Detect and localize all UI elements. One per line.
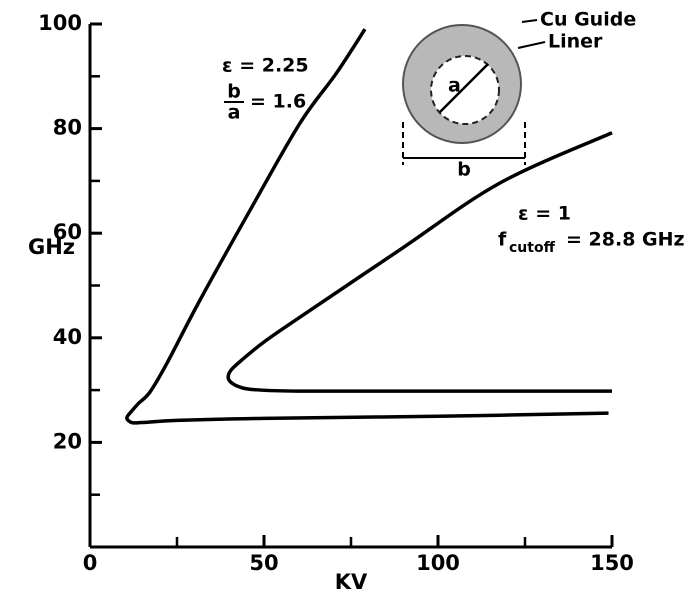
leader — [521, 19, 538, 23]
x-tick-label: 0 — [83, 551, 98, 575]
annotation: cutoff — [509, 240, 556, 256]
annotation: ε = 2.25 — [222, 55, 309, 77]
x-tick-label: 50 — [249, 551, 278, 575]
label: Cu Guide — [540, 9, 636, 31]
label: a — [448, 75, 461, 97]
annotation: f — [498, 229, 507, 251]
y-tick-label: 100 — [38, 11, 82, 35]
y-tick-label: 40 — [53, 325, 82, 349]
y-tick-label: 80 — [53, 116, 82, 140]
annotation: b — [227, 81, 241, 103]
x-tick-label: 100 — [416, 551, 460, 575]
label: b — [457, 159, 471, 181]
liner-bore — [430, 55, 500, 125]
x-tick-label: 150 — [590, 551, 634, 575]
label: Liner — [548, 31, 603, 53]
y-axis-label: GHz — [28, 235, 75, 259]
inset-diagram: Cu Guide Liner a b — [402, 9, 636, 181]
annotation: a — [228, 102, 241, 124]
y-tick-label: 60 — [53, 220, 82, 244]
leader — [517, 41, 546, 49]
radius-line — [439, 63, 489, 113]
annotation: = 1.6 — [250, 91, 306, 113]
annotation: ε = 1 — [518, 203, 571, 225]
x-axis-label: KV — [335, 570, 368, 594]
curve — [125, 28, 609, 425]
annotation: = 28.8 GHz — [566, 229, 685, 251]
curve — [226, 131, 613, 394]
y-tick-label: 20 — [53, 429, 82, 453]
